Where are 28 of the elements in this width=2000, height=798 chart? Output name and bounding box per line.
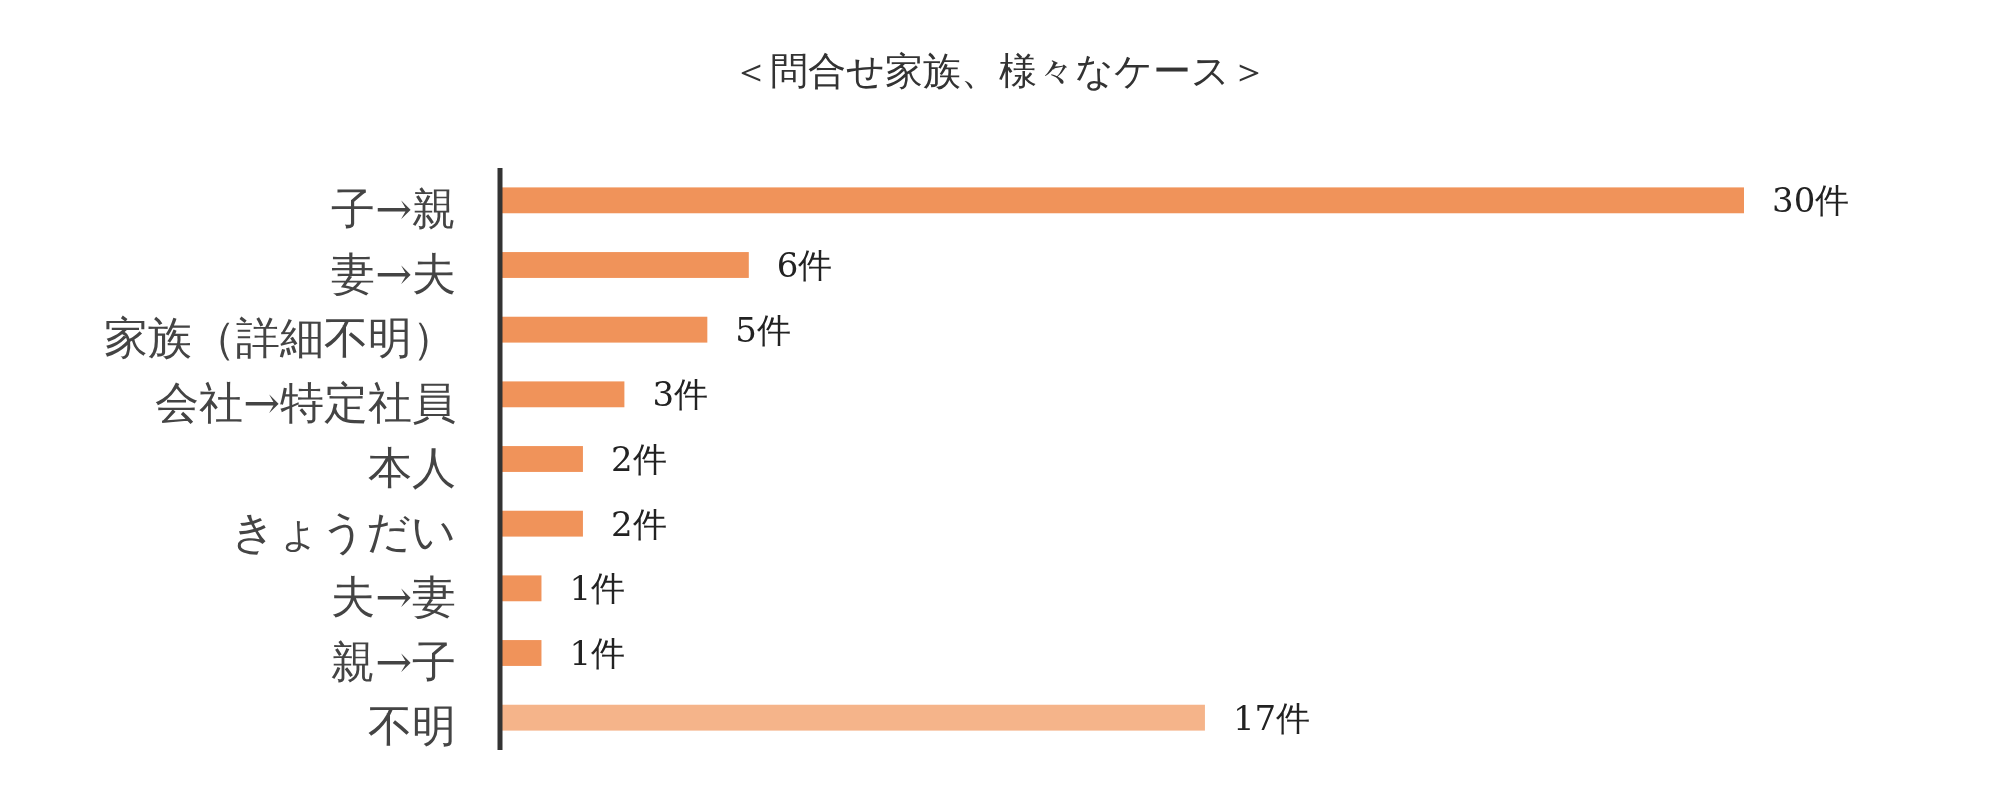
y-tick-label: きょうだい: [231, 506, 456, 558]
bar: [500, 187, 1744, 214]
bar: [500, 446, 583, 472]
y-tick-label: 家族（詳細不明）: [104, 312, 456, 364]
bar: [500, 510, 583, 537]
data-label: 5件: [735, 309, 791, 350]
chart-title: ＜問合せ家族、様々なケース＞: [732, 49, 1268, 93]
data-label: 30件: [1772, 180, 1850, 221]
bar: [500, 640, 542, 666]
y-tick-label: 会社→特定社員: [155, 376, 456, 428]
bar: [500, 575, 542, 602]
bar: [500, 316, 708, 343]
data-label: 17件: [1232, 697, 1311, 738]
data-label: 1件: [569, 633, 626, 673]
data-label: 1件: [569, 568, 626, 609]
y-tick-label: 夫→妻: [331, 570, 456, 622]
y-tick-label: 妻→夫: [331, 247, 456, 299]
y-tick-label: 子→親: [331, 182, 456, 234]
y-tick-label: 本人: [368, 441, 456, 493]
bar: [500, 704, 1205, 731]
data-label: 6件: [776, 245, 833, 285]
data-label: 3件: [652, 374, 709, 415]
data-label: 2件: [610, 503, 667, 544]
data-label: 2件: [610, 439, 667, 479]
bar: [500, 252, 749, 278]
y-tick-label: 親→子: [331, 635, 456, 687]
y-tick-label: 不明: [368, 700, 456, 752]
bar: [500, 381, 625, 408]
